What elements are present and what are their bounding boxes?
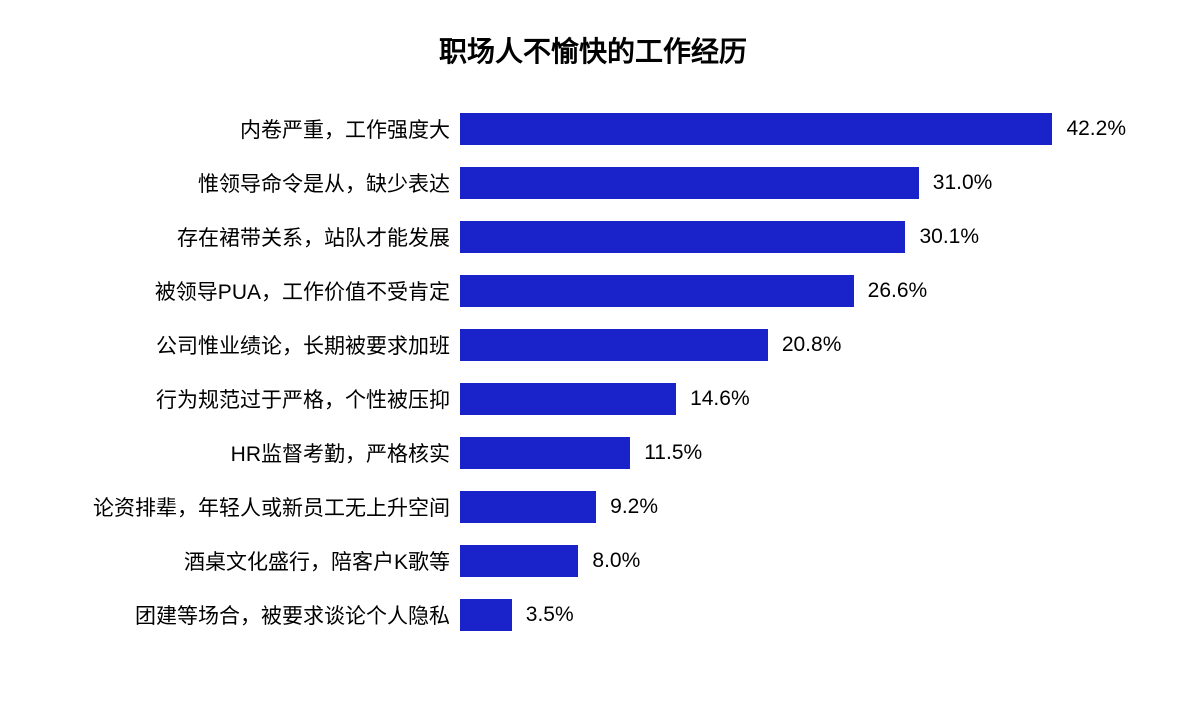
bar-area: 31.0% <box>460 164 1126 202</box>
bar-row: 论资排辈，年轻人或新员工无上升空间 9.2% <box>60 488 1126 526</box>
bar-fill <box>460 275 854 307</box>
bar-area: 8.0% <box>460 542 1126 580</box>
bar-value: 14.6% <box>676 387 750 411</box>
bar-row: 行为规范过于严格，个性被压抑 14.6% <box>60 380 1126 418</box>
bar-label: 论资排辈，年轻人或新员工无上升空间 <box>60 492 460 522</box>
bar-chart: 内卷严重，工作强度大 42.2% 惟领导命令是从，缺少表达 31.0% 存在裙带关系，站… <box>60 110 1126 634</box>
bar-fill <box>460 221 905 253</box>
bar-fill <box>460 383 676 415</box>
bar-value: 11.5% <box>630 441 702 465</box>
bar-label: HR监督考勤，严格核实 <box>60 438 460 468</box>
bar-fill <box>460 329 768 361</box>
bar-label: 存在裙带关系，站队才能发展 <box>60 222 460 252</box>
bar-row: 公司惟业绩论，长期被要求加班 20.8% <box>60 326 1126 364</box>
bar-area: 30.1% <box>460 218 1126 256</box>
bar-fill <box>460 167 919 199</box>
bar-area: 11.5% <box>460 434 1126 472</box>
bar-area: 42.2% <box>460 110 1126 148</box>
bar-row: 存在裙带关系，站队才能发展 30.1% <box>60 218 1126 256</box>
bar-row: HR监督考勤，严格核实 11.5% <box>60 434 1126 472</box>
bar-row: 被领导PUA，工作价值不受肯定 26.6% <box>60 272 1126 310</box>
bar-label: 行为规范过于严格，个性被压抑 <box>60 384 460 414</box>
bar-label: 内卷严重，工作强度大 <box>60 114 460 144</box>
bar-value: 8.0% <box>578 549 640 573</box>
bar-area: 26.6% <box>460 272 1126 310</box>
bar-fill <box>460 545 578 577</box>
bar-fill <box>460 599 512 631</box>
bar-row: 惟领导命令是从，缺少表达 31.0% <box>60 164 1126 202</box>
bar-value: 3.5% <box>512 603 574 627</box>
bar-fill <box>460 113 1052 145</box>
bar-area: 20.8% <box>460 326 1126 364</box>
bar-fill <box>460 491 596 523</box>
bar-row: 酒桌文化盛行，陪客户K歌等 8.0% <box>60 542 1126 580</box>
bar-value: 31.0% <box>919 171 993 195</box>
bar-label: 公司惟业绩论，长期被要求加班 <box>60 330 460 360</box>
bar-row: 团建等场合，被要求谈论个人隐私 3.5% <box>60 596 1126 634</box>
bar-value: 20.8% <box>768 333 842 357</box>
bar-area: 3.5% <box>460 596 1126 634</box>
bar-label: 团建等场合，被要求谈论个人隐私 <box>60 600 460 630</box>
bar-fill <box>460 437 630 469</box>
bar-value: 26.6% <box>854 279 928 303</box>
bar-value: 30.1% <box>905 225 979 249</box>
bar-value: 42.2% <box>1052 117 1126 141</box>
bar-area: 9.2% <box>460 488 1126 526</box>
bar-label: 酒桌文化盛行，陪客户K歌等 <box>60 546 460 576</box>
bar-value: 9.2% <box>596 495 658 519</box>
bar-label: 被领导PUA，工作价值不受肯定 <box>60 276 460 306</box>
bar-label: 惟领导命令是从，缺少表达 <box>60 168 460 198</box>
bar-row: 内卷严重，工作强度大 42.2% <box>60 110 1126 148</box>
bar-area: 14.6% <box>460 380 1126 418</box>
chart-title: 职场人不愉快的工作经历 <box>60 30 1126 70</box>
